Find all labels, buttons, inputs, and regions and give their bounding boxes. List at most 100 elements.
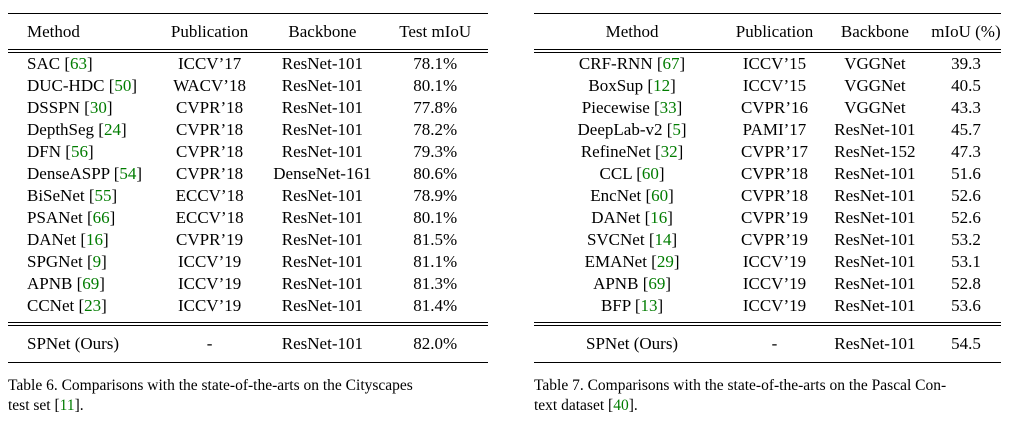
miou-cell: 53.1 xyxy=(951,252,981,271)
separator-double-rule xyxy=(8,322,488,326)
backbone-cell: VGGNet xyxy=(844,54,906,73)
citation-link[interactable]: 14 xyxy=(654,230,672,249)
backbone-cell: ResNet-101 xyxy=(281,142,363,161)
miou-cell: 45.7 xyxy=(951,120,981,139)
miou-cell: 81.4% xyxy=(413,296,458,315)
miou-cell: 47.3 xyxy=(951,142,981,161)
citation-link[interactable]: 29 xyxy=(656,252,674,271)
citation-link[interactable]: 30 xyxy=(89,98,107,117)
citation-bracket: ] xyxy=(658,164,665,183)
citation-bracket: [ xyxy=(644,230,655,249)
citation-bracket: ] xyxy=(109,208,116,227)
citation-bracket: ] xyxy=(120,120,127,139)
caption-text: test set [ xyxy=(8,397,60,414)
citation-bracket: ] xyxy=(131,76,138,95)
miou-cell: 40.5 xyxy=(951,76,981,95)
citation-link[interactable]: 24 xyxy=(103,120,121,139)
publication-cell: CVPR’18 xyxy=(176,164,244,183)
method-cell: APNB [69] xyxy=(8,274,157,294)
citation-link[interactable]: 13 xyxy=(640,296,658,315)
citation-link[interactable]: 55 xyxy=(94,186,112,205)
citation-bracket: ] xyxy=(99,274,105,293)
citation-link[interactable]: 9 xyxy=(92,252,102,271)
backbone-cell: ResNet-101 xyxy=(834,164,916,183)
backbone-cell: ResNet-101 xyxy=(281,54,363,73)
table-row: DSSPN [30] CVPR’18 ResNet-101 77.8% xyxy=(8,97,488,119)
method-cell: CRF-RNN [67] xyxy=(534,54,730,74)
table-row: DenseASPP [54] CVPR’18 DenseNet-161 80.6% xyxy=(8,163,488,185)
citation-link[interactable]: 69 xyxy=(82,274,100,293)
method-cell: DUC-HDC [50] xyxy=(8,76,157,96)
publication-cell: CVPR’18 xyxy=(740,164,809,183)
citation-link[interactable]: 54 xyxy=(119,164,137,183)
miou-cell: 80.6% xyxy=(413,164,458,183)
backbone-cell: ResNet-101 xyxy=(834,252,916,271)
table-row: BiSeNet [55] ECCV’18 ResNet-101 78.9% xyxy=(8,185,488,207)
miou-cell: 52.8 xyxy=(951,274,981,293)
citation-bracket: [ xyxy=(649,98,660,117)
citation-link[interactable]: 5 xyxy=(672,120,681,139)
caption-text: ]. xyxy=(74,397,84,414)
miou-cell: 43.3 xyxy=(951,98,981,117)
citation-bracket: [ xyxy=(109,164,120,183)
publication-cell: ICCV’15 xyxy=(742,76,807,95)
citation-link[interactable]: 12 xyxy=(653,76,671,95)
citation-link[interactable]: 23 xyxy=(84,296,102,315)
citation-link[interactable]: 56 xyxy=(70,142,88,161)
citation-bracket: [ xyxy=(638,274,649,293)
citation-link[interactable]: 50 xyxy=(114,76,132,95)
publication-cell: ECCV’18 xyxy=(175,186,244,205)
method-name: CRF-RNN xyxy=(578,54,653,73)
publication-cell: ICCV’17 xyxy=(177,54,242,73)
citation-bracket: [ xyxy=(79,98,90,117)
citation-link[interactable]: 63 xyxy=(70,54,87,73)
citation-link[interactable]: 69 xyxy=(648,274,666,293)
method-cell: PSANet [66] xyxy=(8,208,157,228)
miou-cell: 80.1% xyxy=(413,76,458,95)
miou-cell: 78.2% xyxy=(413,120,458,139)
publication-cell: ICCV’19 xyxy=(742,274,807,293)
column-header: Publication xyxy=(735,21,814,41)
method-cell: DSSPN [30] xyxy=(8,98,157,118)
citation-bracket: ] xyxy=(106,98,113,117)
citation-link[interactable]: 16 xyxy=(650,208,668,227)
method-cell: CCNet [23] xyxy=(8,296,157,316)
citation-bracket: [ xyxy=(82,208,93,227)
table-row: DUC-HDC [50] WACV’18 ResNet-101 80.1% xyxy=(8,75,488,97)
method-name: EncNet xyxy=(590,186,642,205)
header-double-rule xyxy=(8,49,488,53)
method-cell: SPNet (Ours) xyxy=(534,334,730,354)
citation-link[interactable]: 16 xyxy=(86,230,104,249)
table-row: PSANet [66] ECCV’18 ResNet-101 80.1% xyxy=(8,207,488,229)
caption-text: text dataset [ xyxy=(534,397,614,414)
publication-cell: CVPR’17 xyxy=(740,142,809,161)
citation-link[interactable]: 60 xyxy=(651,186,669,205)
miou-cell: 82.0% xyxy=(413,334,458,353)
backbone-cell: ResNet-101 xyxy=(834,186,916,205)
citation-link[interactable]: 11 xyxy=(59,397,75,414)
citation-bracket: ] xyxy=(677,142,684,161)
table-header-row: Method Publication Backbone Test mIoU xyxy=(8,14,488,49)
citation-bracket: ] xyxy=(670,76,676,95)
column-header: mIoU (%) xyxy=(931,21,1001,41)
method-cell: DANet [16] xyxy=(8,230,157,250)
table-row: DANet [16] CVPR’19 ResNet-101 52.6 xyxy=(534,207,1001,229)
citation-link[interactable]: 33 xyxy=(659,98,677,117)
backbone-cell: VGGNet xyxy=(844,76,906,95)
citation-link[interactable]: 60 xyxy=(641,164,659,183)
citation-bracket: ] xyxy=(101,252,107,271)
method-cell: BFP [13] xyxy=(534,296,730,316)
citation-link[interactable]: 66 xyxy=(92,208,110,227)
citation-link[interactable]: 32 xyxy=(660,142,678,161)
citation-link[interactable]: 40 xyxy=(613,397,629,414)
method-cell: BoxSup [12] xyxy=(534,76,730,96)
backbone-cell: ResNet-101 xyxy=(834,208,916,227)
citation-link[interactable]: 67 xyxy=(662,54,680,73)
table-row: RefineNet [32] CVPR’17 ResNet-152 47.3 xyxy=(534,141,1001,163)
method-name: EMANet xyxy=(584,252,647,271)
publication-cell: CVPR’18 xyxy=(176,120,244,139)
method-cell: APNB [69] xyxy=(534,274,730,294)
publication-cell: ICCV’19 xyxy=(742,252,807,271)
miou-cell: 52.6 xyxy=(951,186,981,205)
